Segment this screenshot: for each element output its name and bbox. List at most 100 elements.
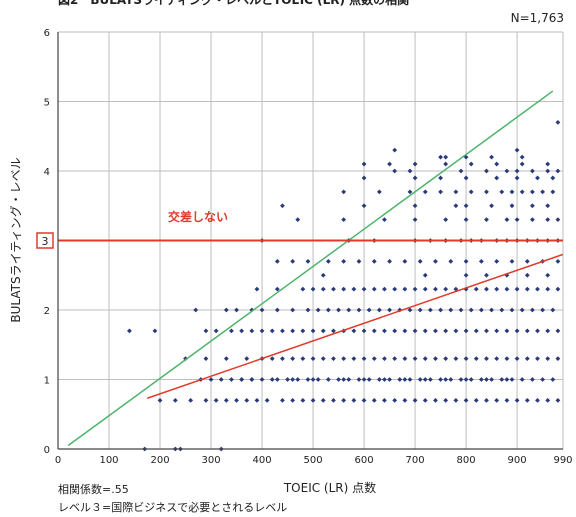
data-point xyxy=(494,356,500,362)
data-points xyxy=(127,119,561,452)
data-point xyxy=(499,189,505,195)
data-point xyxy=(157,397,163,403)
data-point xyxy=(443,154,449,160)
data-point xyxy=(545,272,551,278)
data-point xyxy=(550,307,556,313)
data-point xyxy=(463,217,469,223)
data-point xyxy=(325,307,331,313)
data-point xyxy=(514,397,520,403)
data-point xyxy=(545,356,551,362)
data-point xyxy=(448,307,454,313)
data-point xyxy=(499,307,505,313)
data-point xyxy=(376,377,382,382)
data-point xyxy=(484,168,489,174)
data-point xyxy=(422,397,428,403)
data-point xyxy=(336,377,341,382)
data-point xyxy=(356,377,362,382)
data-point xyxy=(463,397,469,403)
data-point xyxy=(259,377,265,382)
data-point xyxy=(509,377,515,382)
data-point xyxy=(290,258,296,264)
data-point xyxy=(290,397,296,403)
data-point xyxy=(494,286,500,292)
data-point xyxy=(529,189,535,195)
data-point xyxy=(504,397,510,403)
data-point xyxy=(555,356,561,362)
data-point xyxy=(361,397,367,403)
data-point xyxy=(422,189,428,195)
data-point xyxy=(438,377,443,382)
data-point xyxy=(529,168,535,174)
data-point xyxy=(555,328,561,334)
data-point xyxy=(514,147,520,153)
data-point xyxy=(535,356,540,362)
data-point xyxy=(203,356,209,362)
data-point xyxy=(234,397,239,403)
data-point xyxy=(463,258,469,264)
data-point xyxy=(351,328,357,334)
y-tick-label: 0 xyxy=(44,445,50,456)
data-point xyxy=(310,397,316,403)
data-point xyxy=(535,397,540,403)
data-point xyxy=(274,286,280,292)
tick-labels: 0 100 200 300 400 500 600 700 800 900 990 0 1 2 3 4 5 6 xyxy=(44,28,573,466)
data-point xyxy=(188,397,194,403)
data-point xyxy=(331,286,336,292)
axes xyxy=(57,32,563,450)
data-point xyxy=(223,356,229,362)
data-point xyxy=(422,356,428,362)
data-point xyxy=(443,397,449,403)
data-point xyxy=(443,286,449,292)
data-point xyxy=(407,189,413,195)
data-point xyxy=(504,356,510,362)
data-point xyxy=(484,217,489,223)
data-point xyxy=(402,258,408,264)
data-point xyxy=(382,328,387,334)
data-point xyxy=(478,307,484,313)
data-point xyxy=(545,217,551,223)
data-point xyxy=(203,397,209,403)
data-point xyxy=(325,377,331,382)
data-point xyxy=(519,307,525,313)
data-point xyxy=(300,328,306,334)
data-point xyxy=(412,175,418,181)
data-point xyxy=(535,328,540,334)
data-point xyxy=(341,217,347,223)
data-point xyxy=(540,307,545,313)
data-point xyxy=(346,377,352,382)
data-point xyxy=(361,161,367,167)
data-point xyxy=(269,328,275,334)
data-point xyxy=(376,307,382,313)
data-point xyxy=(427,377,433,382)
data-point xyxy=(274,307,280,313)
data-point xyxy=(244,356,250,362)
data-point xyxy=(371,286,377,292)
data-point xyxy=(509,203,515,209)
data-point xyxy=(361,328,367,334)
data-point xyxy=(443,377,449,382)
data-point xyxy=(463,356,469,362)
data-point xyxy=(239,377,245,382)
data-point xyxy=(387,377,392,382)
data-point xyxy=(264,397,270,403)
data-point xyxy=(555,397,561,403)
data-point xyxy=(473,328,479,334)
data-point xyxy=(203,328,209,334)
data-point xyxy=(259,328,265,334)
data-point xyxy=(484,272,489,278)
data-point xyxy=(433,397,438,403)
data-point xyxy=(443,217,449,223)
data-point xyxy=(438,154,443,160)
data-point xyxy=(290,307,296,313)
data-point xyxy=(341,377,347,382)
data-point xyxy=(453,203,459,209)
data-point xyxy=(529,217,535,223)
data-point xyxy=(315,307,321,313)
data-point xyxy=(341,397,347,403)
data-point xyxy=(371,258,377,264)
data-point xyxy=(387,258,392,264)
data-point xyxy=(193,307,199,313)
data-point xyxy=(417,377,423,382)
data-point xyxy=(422,377,428,382)
data-point xyxy=(509,189,515,195)
